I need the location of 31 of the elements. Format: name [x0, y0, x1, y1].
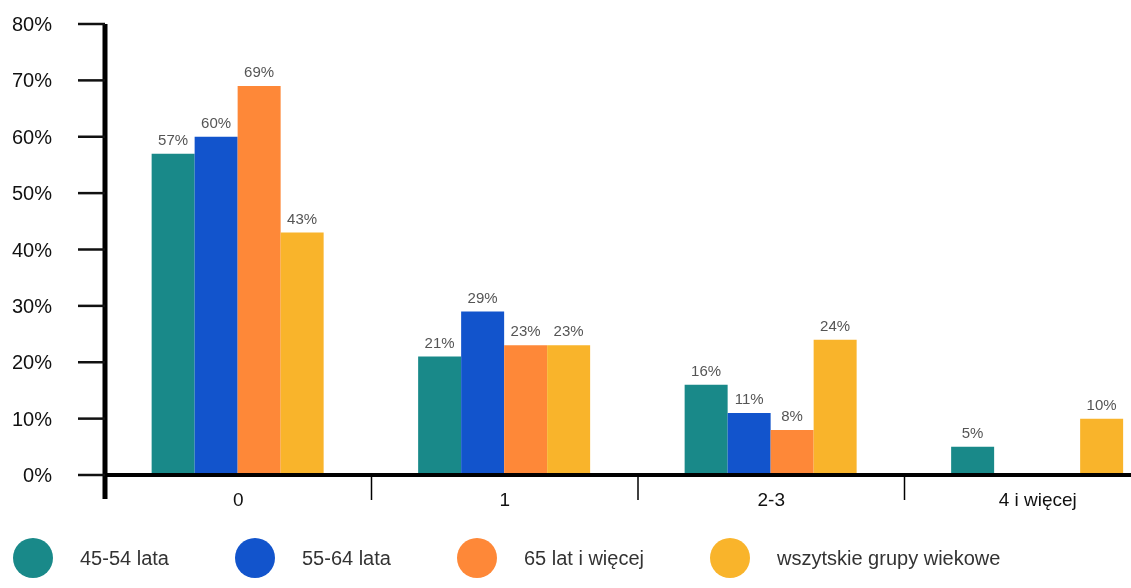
- data-label: 10%: [1086, 395, 1117, 413]
- y-tick-label: 30%: [11, 294, 53, 317]
- data-label: 29%: [467, 288, 498, 306]
- x-tick-label: 1: [499, 489, 511, 511]
- y-tick-label: 40%: [11, 238, 53, 261]
- data-label: 57%: [158, 130, 189, 148]
- legend-label: 55-64 lata: [301, 546, 391, 570]
- y-tick-label: 10%: [11, 407, 53, 430]
- data-label: 24%: [820, 316, 851, 334]
- data-label: 43%: [287, 209, 318, 227]
- x-tick-label: 0: [232, 489, 244, 511]
- legend-label: wszytskie grupy wiekowe: [777, 546, 1001, 570]
- data-label: 16%: [691, 361, 722, 379]
- data-label: 8%: [781, 406, 803, 424]
- x-tick-label: 2-3: [757, 489, 785, 511]
- data-label: 60%: [201, 113, 232, 131]
- data-label: 5%: [961, 423, 984, 441]
- y-tick-label: 50%: [11, 182, 53, 205]
- y-tick-label: 20%: [11, 351, 53, 374]
- y-tick-label: 80%: [11, 13, 53, 35]
- legend-label: 65 lat i więcej: [523, 546, 644, 570]
- y-tick-label: 0%: [23, 464, 53, 486]
- data-label: 11%: [734, 389, 764, 407]
- data-label: 23%: [510, 322, 541, 340]
- legend-label: 45-54 lata: [80, 546, 169, 570]
- data-label: 21%: [424, 333, 455, 351]
- x-tick-label: 4 i więcej: [998, 489, 1077, 511]
- data-label: 69%: [244, 63, 275, 81]
- data-label: 23%: [553, 322, 584, 340]
- y-tick-label: 70%: [11, 69, 53, 92]
- y-tick-label: 60%: [11, 125, 53, 148]
